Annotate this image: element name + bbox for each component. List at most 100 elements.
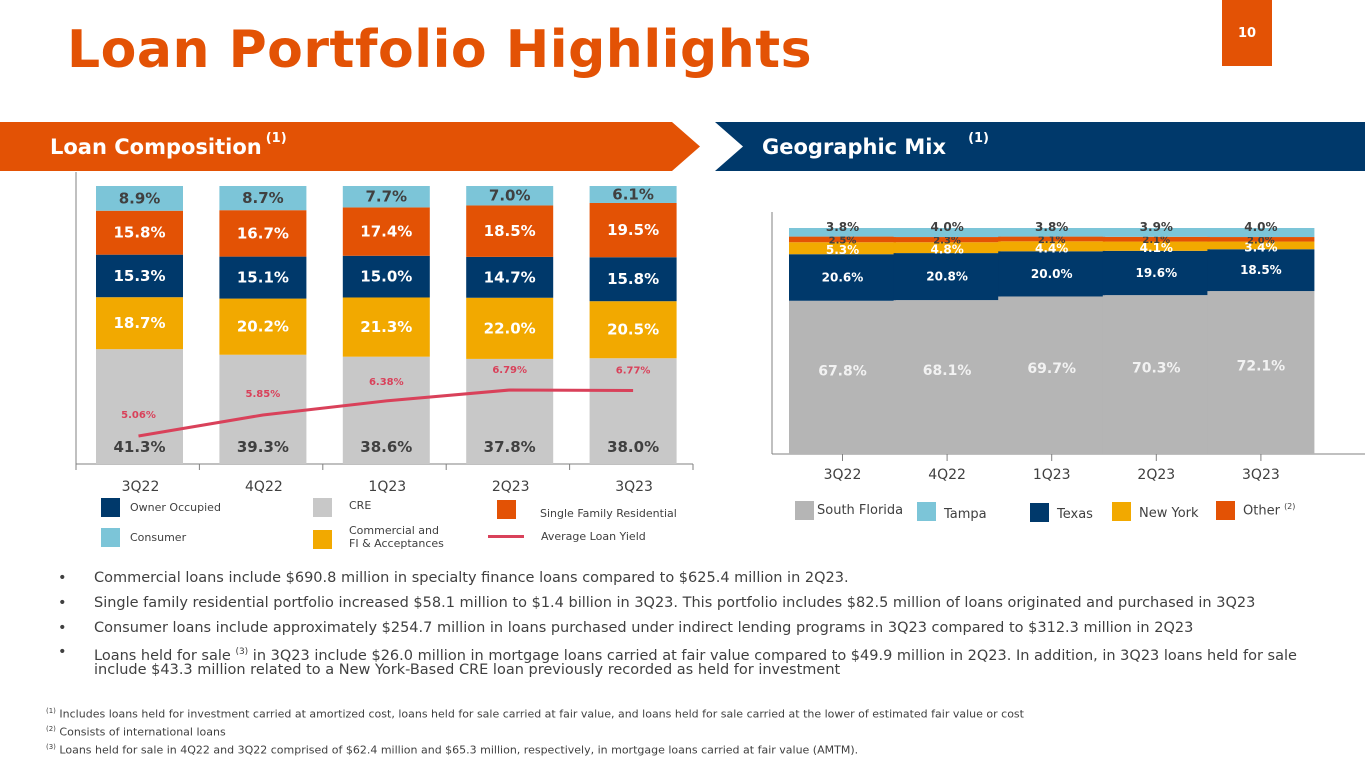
bar-segment-consumer [466, 186, 554, 206]
bullet-item: • Consumer loans include approximately $2… [58, 620, 1194, 636]
bar-data-label: 4.0% [930, 220, 963, 234]
bar-segment-new-york [1207, 241, 1315, 250]
bar-data-label: 70.3% [1132, 361, 1181, 377]
bar-segment-south-florida [998, 296, 1106, 454]
yield-data-label: 6.38% [369, 377, 404, 388]
bar-segment-other [1102, 236, 1210, 242]
bar-data-label: 2.1% [1142, 235, 1170, 246]
bar-data-label: 2.5% [829, 235, 857, 246]
bar-segment-cre [342, 356, 430, 464]
bar-data-label: 3.4% [1244, 240, 1277, 254]
bar-data-label: 3.8% [826, 220, 859, 234]
page-title: Loan Portfolio Highlights [67, 20, 813, 80]
bar-data-label: 20.8% [926, 270, 968, 284]
bar-segment-consumer [589, 186, 677, 203]
bar-data-label: 2.0% [1247, 235, 1275, 246]
bar-data-label: 4.1% [1140, 241, 1173, 255]
x-tick-label: 2Q23 [1137, 467, 1175, 483]
yield-data-label: 5.85% [246, 389, 281, 400]
bar-data-label: 15.8% [113, 224, 165, 242]
footnote: (2) Consists of international loans [46, 725, 226, 739]
bar-data-label: 21.3% [360, 318, 412, 336]
bar-segment-texas [1102, 250, 1210, 296]
bar-data-label: 8.9% [119, 189, 161, 207]
bar-segment-other [893, 237, 1001, 243]
bar-segment-south-florida [789, 300, 896, 454]
bar-segment-south-florida [1102, 295, 1210, 454]
bar-segment-tampa [893, 228, 1001, 238]
bar-data-label: 15.3% [113, 267, 165, 285]
legend-item-average-loan-yield: Average Loan Yield [488, 530, 646, 543]
bar-data-label: 15.8% [607, 270, 659, 288]
bar-data-label: 22.0% [484, 319, 536, 337]
bar-segment-tampa [1102, 228, 1210, 237]
bar-segment-commercial-and-fi-acceptances [466, 297, 554, 359]
bar-segment-single-family-residential [342, 207, 430, 256]
bar-data-label: 68.1% [923, 363, 972, 379]
bar-segment-tampa [1207, 228, 1315, 238]
x-tick-label: 3Q22 [122, 479, 160, 495]
legend-line-swatch [488, 535, 524, 538]
bar-segment-cre [589, 358, 677, 464]
bar-segment-single-family-residential [96, 210, 183, 255]
bar-data-label: 4.0% [1244, 220, 1277, 234]
bar-segment-commercial-and-fi-acceptances [219, 298, 307, 355]
bar-segment-single-family-residential [466, 205, 554, 257]
bar-segment-commercial-and-fi-acceptances [96, 297, 183, 350]
footnotes: (1) Includes loans held for investment c… [46, 704, 1024, 758]
yield-data-label: 6.79% [492, 365, 527, 376]
bar-data-label: 67.8% [818, 363, 867, 379]
bar-segment-tampa [789, 228, 896, 237]
legend-swatch [101, 528, 120, 547]
bar-segment-single-family-residential [219, 210, 307, 257]
bar-data-label: 3.9% [1140, 220, 1173, 234]
bar-segment-owner-occupied [466, 256, 554, 298]
x-tick-label: 2Q23 [492, 479, 530, 495]
yield-data-label: 6.77% [616, 366, 651, 377]
legend-item-single-family-residential: Single Family Residential [497, 499, 677, 520]
x-tick-label: 3Q23 [615, 479, 653, 495]
bar-data-label: 4.8% [930, 243, 963, 257]
highlights-list: • Commercial loans include $690.8 million… [58, 570, 1338, 686]
bar-segment-texas [998, 251, 1106, 297]
bar-data-label: 69.7% [1027, 361, 1076, 377]
bar-data-label: 18.5% [1240, 263, 1282, 277]
bullet-item: • Commercial loans include $690.8 million… [58, 570, 849, 586]
bar-segment-owner-occupied [589, 257, 677, 302]
bar-data-label: 37.8% [484, 438, 536, 456]
bar-segment-south-florida [1207, 291, 1315, 454]
bar-segment-cre [466, 358, 554, 464]
legend-item-other: Other (2) [1216, 501, 1295, 520]
bar-data-label: 72.1% [1237, 359, 1286, 375]
bar-data-label: 16.7% [237, 224, 289, 242]
bar-data-label: 19.5% [607, 221, 659, 239]
bar-data-label: 19.6% [1135, 266, 1177, 280]
legend-item-south-florida: South Florida [795, 501, 903, 520]
geographic-mix-chart: 67.8%20.6%5.3%2.5%3.8%3Q2268.1%20.8%4.8%… [771, 212, 1365, 483]
bar-segment-owner-occupied [96, 254, 183, 298]
bar-data-label: 39.3% [237, 438, 289, 456]
bar-segment-cre [96, 349, 183, 464]
loan-composition-banner: Loan Composition (1) [0, 122, 700, 171]
bar-segment-new-york [789, 242, 896, 255]
bar-segment-other [1207, 237, 1315, 242]
bar-segment-texas [789, 254, 896, 301]
x-tick-label: 4Q22 [928, 467, 966, 483]
bar-segment-south-florida [893, 300, 1001, 454]
bar-segment-commercial-and-fi-acceptances [589, 301, 677, 359]
bar-data-label: 6.1% [612, 185, 654, 203]
bar-segment-consumer [219, 186, 307, 211]
bar-data-label: 5.3% [826, 243, 859, 257]
x-tick-label: 1Q23 [1033, 467, 1071, 483]
bar-segment-new-york [998, 241, 1106, 252]
bar-data-label: 15.0% [360, 268, 412, 286]
bullet-item: • Loans held for sale (3) in 3Q23 include… [58, 644, 1297, 678]
bullet-item: • Single family residential portfolio inc… [58, 595, 1256, 611]
bar-data-label: 4.4% [1035, 241, 1068, 255]
footnote: (3) Loans held for sale in 4Q22 and 3Q22… [46, 743, 859, 757]
bar-data-label: 20.2% [237, 318, 289, 336]
bar-data-label: 7.7% [365, 188, 407, 206]
bar-segment-consumer [96, 186, 183, 211]
bar-data-label: 7.0% [489, 187, 531, 205]
legend-item-consumer: Consumer [101, 528, 186, 547]
